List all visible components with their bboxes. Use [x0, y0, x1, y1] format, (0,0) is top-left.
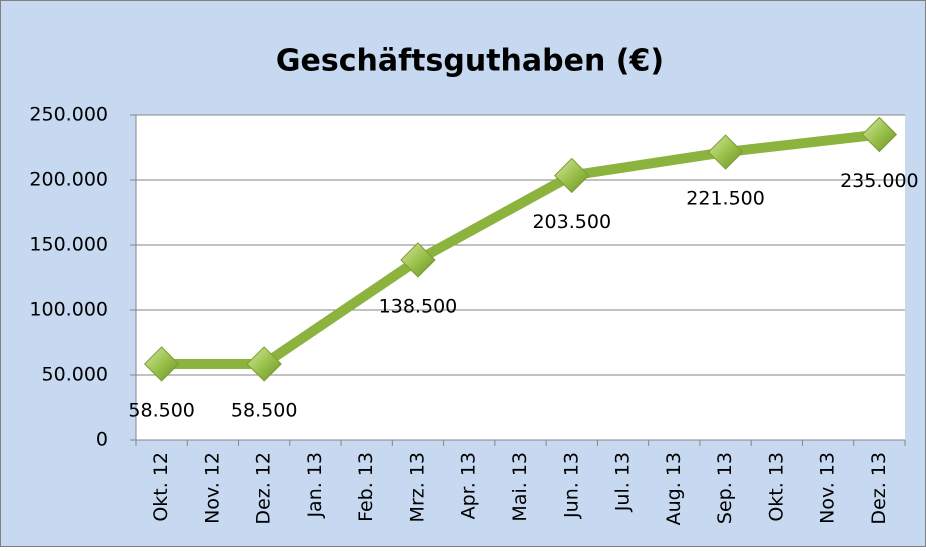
- y-tick-label: 50.000: [42, 364, 108, 386]
- data-label: 138.500: [379, 295, 458, 317]
- marker: [707, 134, 744, 170]
- x-tick-label: Mai. 13: [509, 452, 531, 522]
- data-label: 58.500: [128, 399, 194, 421]
- x-tick-label: Apr. 13: [458, 452, 480, 519]
- x-tick-label: Mrz. 13: [406, 452, 428, 522]
- y-tick-label: 150.000: [29, 234, 108, 256]
- marker: [400, 242, 436, 278]
- x-tick-label: Feb. 13: [355, 452, 377, 522]
- y-tick-label: 250.000: [29, 104, 108, 126]
- chart-title: Geschäftsguthaben (€): [276, 44, 664, 79]
- marker: [143, 346, 180, 382]
- data-label: 203.500: [532, 211, 611, 233]
- x-tick-label: Dez. 12: [253, 452, 275, 525]
- y-tick-label: 0: [96, 429, 108, 451]
- x-tick-label: Nov. 13: [817, 452, 839, 524]
- x-tick-label: Okt. 13: [765, 452, 787, 522]
- marker: [861, 116, 898, 153]
- x-tick-label: Dez. 13: [868, 452, 890, 525]
- y-tick-label: 200.000: [29, 169, 108, 191]
- x-tick-label: Jan. 13: [304, 452, 326, 519]
- x-tick-label: Jul. 13: [612, 452, 634, 512]
- marker: [246, 346, 282, 382]
- y-tick-label: 100.000: [29, 299, 108, 321]
- plot-area: [136, 115, 905, 440]
- x-tick-label: Sep. 13: [714, 452, 736, 524]
- data-label: 235.000: [840, 170, 919, 192]
- x-tick-label: Nov. 12: [201, 452, 223, 524]
- data-label: 221.500: [686, 188, 765, 210]
- marker: [554, 157, 590, 194]
- x-tick-label: Aug. 13: [663, 452, 685, 525]
- x-tick-label: Jun. 13: [560, 452, 582, 519]
- x-tick-label: Okt. 12: [150, 452, 172, 522]
- data-label: 58.500: [231, 399, 297, 421]
